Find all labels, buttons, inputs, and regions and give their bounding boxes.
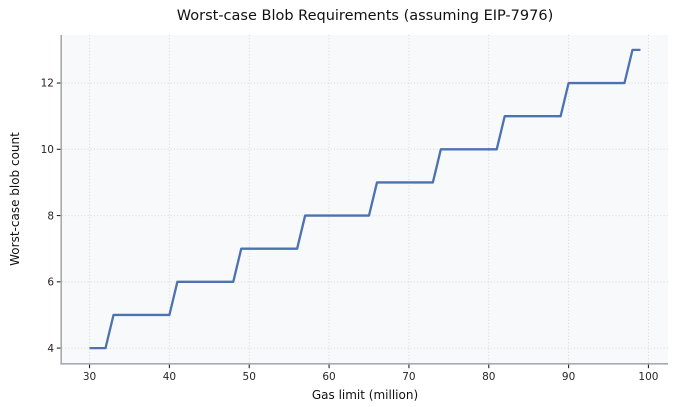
x-tick-labels: 30 40 50 60 70 80 90 100 — [83, 371, 659, 383]
plot-background — [62, 35, 668, 363]
y-tick-label: 4 — [47, 343, 54, 355]
axis-spines — [60, 35, 668, 365]
gridlines — [62, 35, 668, 363]
y-tick-label: 10 — [41, 144, 54, 156]
x-axis-label: Gas limit (million) — [312, 388, 418, 402]
y-tick-labels: 4 6 8 10 12 — [41, 78, 55, 355]
x-tick-label: 90 — [562, 371, 575, 383]
x-tick-label: 70 — [402, 371, 415, 383]
x-tick-label: 60 — [322, 371, 335, 383]
tick-marks — [56, 82, 649, 369]
y-tick-label: 6 — [47, 277, 54, 289]
y-tick-label: 12 — [41, 78, 54, 90]
x-tick-label: 80 — [482, 371, 495, 383]
y-axis-label: Worst-case blob count — [8, 132, 22, 266]
y-tick-label: 8 — [47, 210, 54, 222]
series-group — [89, 48, 641, 350]
x-tick-label: 50 — [243, 371, 256, 383]
x-tick-label: 40 — [163, 371, 176, 383]
x-tick-label: 30 — [83, 371, 96, 383]
x-tick-label: 100 — [638, 371, 658, 383]
chart-title: Worst-case Blob Requirements (assuming E… — [177, 8, 553, 24]
blob-count-step-line — [89, 48, 641, 350]
